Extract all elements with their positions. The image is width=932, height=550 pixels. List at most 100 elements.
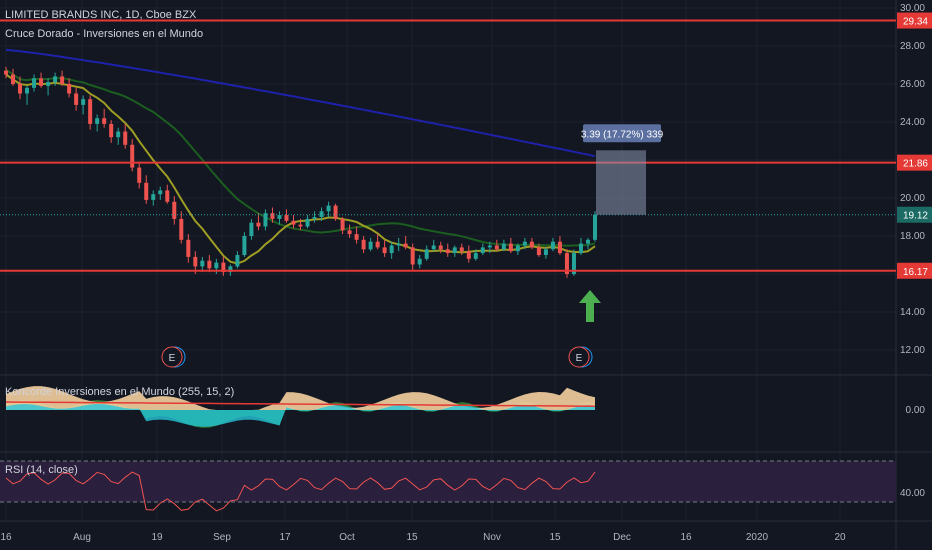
x-tick-label: Nov <box>483 532 501 543</box>
measure-label-box <box>583 124 661 143</box>
candle-body <box>593 214 597 240</box>
rsi-line <box>5 471 596 512</box>
candle-body <box>284 215 289 221</box>
candle-body <box>382 247 387 254</box>
x-tick-label: 19 <box>151 532 163 543</box>
candle-body <box>480 247 485 254</box>
last-price-badge: 19.12 <box>903 211 928 222</box>
level-badge: 16.17 <box>903 267 928 278</box>
x-tick-label: 17 <box>279 532 291 543</box>
candle-body <box>11 74 16 84</box>
candle-body <box>109 123 114 138</box>
koncorde-tan-area <box>6 386 595 410</box>
earnings-label: E <box>576 353 583 364</box>
candle-body <box>172 201 177 219</box>
candle-body <box>557 241 562 254</box>
candle-body <box>312 217 317 219</box>
candle-body <box>487 245 492 248</box>
candle-body <box>445 249 450 254</box>
price-tick-label: 28.00 <box>900 41 925 52</box>
candle-body <box>424 249 429 259</box>
level-badge: 29.34 <box>903 17 928 28</box>
earnings-marker <box>568 346 590 368</box>
candle-body <box>102 118 107 124</box>
candle-body <box>179 218 184 240</box>
candle-body <box>270 213 275 219</box>
candle-body <box>74 93 79 105</box>
candle-body <box>291 220 296 225</box>
price-tick-label: 14.00 <box>900 307 925 318</box>
candle-body <box>221 262 226 273</box>
candle-body <box>305 218 310 227</box>
koncorde-signal-line <box>5 401 596 407</box>
candle-body <box>81 99 86 105</box>
level-badge-bg <box>897 154 932 171</box>
candle-body <box>522 241 527 246</box>
price-tick-label: 12.00 <box>900 345 925 356</box>
x-tick-label: 15 <box>406 532 418 543</box>
candle-body <box>60 76 65 84</box>
candle-body <box>256 222 261 227</box>
koncorde-pane <box>5 386 596 428</box>
x-tick-label: 15 <box>549 532 561 543</box>
x-tick-label: 2020 <box>746 532 769 543</box>
x-tick-label: Aug <box>73 532 91 543</box>
candle-body <box>417 258 422 265</box>
candle-body <box>130 144 135 168</box>
candle-body <box>186 239 191 257</box>
symbol-title: LIMITED BRANDS INC, 1D, Cboe BZX <box>5 9 197 21</box>
candle-body <box>501 243 506 250</box>
candle-body <box>242 236 247 255</box>
candle-body <box>361 239 366 250</box>
candle-body <box>333 205 338 219</box>
candle-body <box>368 241 373 250</box>
candle-body <box>354 234 359 240</box>
candle-body <box>403 243 408 248</box>
candle-body <box>508 243 513 252</box>
koncorde-blue-area <box>6 404 595 427</box>
candle-body <box>473 253 478 259</box>
candle-body <box>396 243 401 246</box>
candle-body <box>165 190 170 202</box>
candle-body <box>550 241 555 250</box>
candle-body <box>431 245 436 250</box>
candle-body <box>200 260 205 267</box>
candle-body <box>235 255 240 267</box>
candle-body <box>459 247 464 252</box>
candle-body <box>214 262 219 269</box>
rsi-band <box>0 461 896 502</box>
price-tick-label: 26.00 <box>900 79 925 90</box>
rsi-title: RSI (14, close) <box>5 464 78 476</box>
price-tick-label: 20.00 <box>900 193 925 204</box>
level-badge: 21.86 <box>903 159 928 170</box>
candle-body <box>529 241 534 248</box>
candle-body <box>228 266 233 273</box>
candle-body <box>452 247 457 254</box>
candle-body <box>67 84 72 94</box>
candle-body <box>536 247 541 255</box>
candle-body <box>326 205 331 212</box>
candle-body <box>277 215 282 219</box>
ma-slow-line <box>5 48 596 158</box>
candle-body <box>347 230 352 235</box>
earnings-marker <box>161 346 183 368</box>
candle-body <box>571 253 576 274</box>
candle-body <box>319 211 324 217</box>
candle-body <box>151 194 156 200</box>
candle-body <box>263 213 268 227</box>
level-badge-bg <box>897 262 932 279</box>
measure-box <box>596 150 646 215</box>
candle-body <box>375 241 380 248</box>
candle-body <box>137 167 142 183</box>
candle-body <box>25 87 30 94</box>
candle-body <box>564 253 569 274</box>
measure-label: 3.39 (17.72%) 339 <box>581 129 664 140</box>
price-tick-label: 30.00 <box>900 3 925 14</box>
grid <box>0 0 896 520</box>
level-badge-bg <box>897 12 932 29</box>
candle-body <box>193 256 198 267</box>
candle-body <box>116 131 121 138</box>
candle-body <box>543 249 548 255</box>
